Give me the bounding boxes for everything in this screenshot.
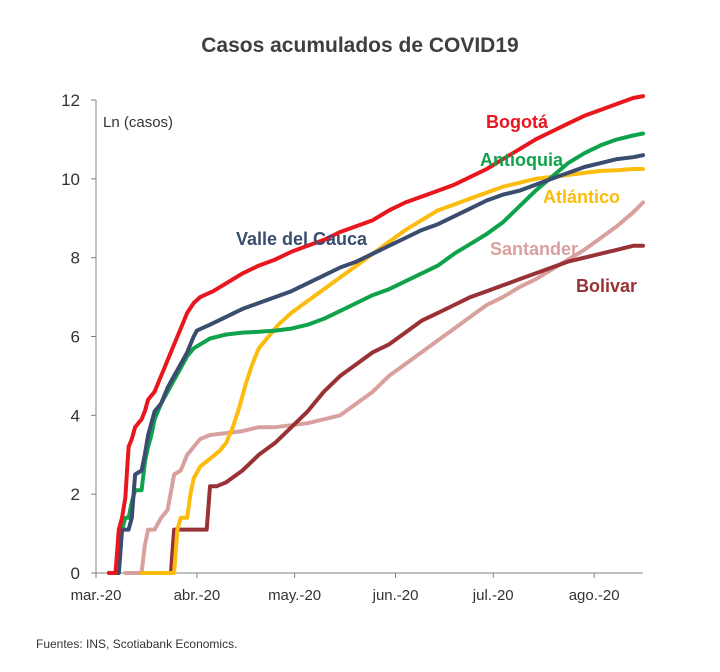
- y-tick-label: 2: [71, 485, 80, 504]
- series-label-valle-del-cauca: Valle del Cauca: [236, 229, 368, 249]
- series-line-antioquia: [107, 131, 645, 575]
- x-tick-label: jul.-20: [472, 587, 514, 604]
- series-line-santander: [123, 200, 645, 575]
- series-label-bogot-: Bogotá: [486, 112, 549, 132]
- series-label-antioquia: Antioquia: [480, 150, 564, 170]
- x-tick-label: mar.-20: [71, 587, 122, 604]
- series-line-valle-del-cauca: [107, 153, 645, 575]
- series-label-santander: Santander: [490, 239, 578, 259]
- y-tick-label: 8: [71, 249, 80, 268]
- x-tick-label: abr.-20: [174, 587, 221, 604]
- source-note: Fuentes: INS, Scotiabank Economics.: [36, 637, 238, 651]
- x-tick-label: may.-20: [268, 587, 321, 604]
- y-tick-label: 12: [61, 91, 80, 110]
- y-tick-label: 10: [61, 170, 80, 189]
- x-tick-label: jun.-20: [372, 587, 419, 604]
- series-line-bogot-: [107, 94, 645, 575]
- x-tick-label: ago.-20: [569, 587, 620, 604]
- y-axis-label: Ln (casos): [103, 114, 173, 131]
- series-line-bolivar: [139, 243, 645, 575]
- series-label-bolivar: Bolivar: [576, 276, 637, 296]
- y-tick-label: 4: [71, 406, 80, 425]
- series-line-atl-ntico: [139, 167, 645, 575]
- y-tick-label: 0: [71, 564, 80, 583]
- series-label-atl-ntico: Atlántico: [543, 187, 620, 207]
- y-tick-label: 6: [71, 328, 80, 347]
- chart-title: Casos acumulados de COVID19: [201, 34, 519, 57]
